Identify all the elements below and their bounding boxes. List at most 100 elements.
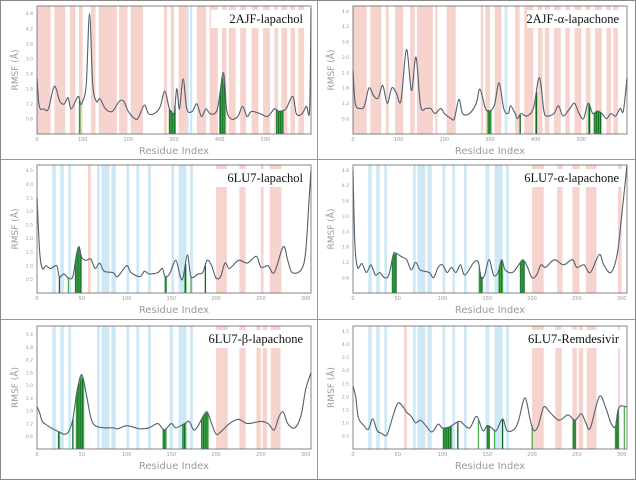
contact-bar — [75, 395, 78, 449]
y-tick-label: 4.8 — [342, 168, 349, 174]
y-axis-label: RMSF (Å) — [325, 209, 337, 250]
strand-band — [485, 326, 490, 449]
helix-band — [435, 6, 438, 134]
helix-band — [572, 326, 577, 449]
helix-band — [446, 6, 456, 134]
y-tick-label: 4.2 — [342, 24, 349, 30]
contact-bar — [488, 110, 490, 134]
y-tick-label: 1.8 — [342, 86, 349, 92]
y-tick-label: 3.0 — [342, 214, 349, 220]
contact-bar — [446, 427, 448, 449]
plot-frame — [36, 164, 312, 294]
contact-bar — [76, 252, 78, 293]
strand-band — [506, 165, 509, 293]
contact-bar — [204, 414, 207, 449]
strand-band — [148, 326, 151, 449]
contact-bar — [445, 427, 447, 449]
rmsf-line — [36, 8, 312, 121]
helix-band — [209, 6, 218, 134]
contact-bar — [78, 246, 80, 293]
rmsf-line — [352, 386, 628, 437]
contact-bar — [501, 259, 503, 293]
contact-bar — [219, 94, 221, 134]
contact-bar — [221, 78, 224, 134]
helix-band — [555, 326, 562, 449]
contact-bar — [487, 109, 489, 134]
strand-band — [52, 165, 56, 293]
divider — [317, 1, 318, 479]
contact-bar — [205, 412, 207, 449]
helix-band — [565, 6, 570, 134]
x-tick-label: 300 — [617, 296, 627, 302]
x-tick-label: 0 — [351, 137, 354, 143]
contact-bar — [220, 83, 223, 134]
contact-bar — [67, 278, 70, 293]
x-tick-label: 200 — [527, 452, 537, 458]
contact-bar — [486, 425, 489, 449]
contact-bar — [490, 109, 492, 134]
x-tick-label: 250 — [572, 452, 582, 458]
y-tick-label: 4.5 — [342, 329, 349, 335]
contact-bar — [588, 104, 590, 134]
y-tick-label: 4.0 — [26, 182, 33, 188]
chart-svg: 0 50 100 150 200 250 300 0.6 1.2 1.8 2.4 3.0 3.6 4.2 4… — [9, 325, 312, 472]
y-tick-label: 3.0 — [26, 56, 33, 62]
helix-band — [270, 326, 281, 449]
y-tick-label: 4.0 — [342, 342, 349, 348]
strand-band — [412, 165, 416, 293]
y-tick-label: 4.8 — [342, 9, 349, 15]
x-tick-label: 300 — [485, 137, 495, 143]
contact-bar — [448, 426, 450, 449]
helix-band — [537, 6, 543, 134]
helix-band — [586, 326, 597, 449]
contact-bar — [185, 423, 187, 449]
strand-band — [148, 165, 151, 293]
x-tick-label: 0 — [351, 296, 354, 302]
x-tick-label: 50 — [395, 452, 401, 458]
contact-bar — [481, 277, 483, 293]
x-tick-label: 150 — [483, 452, 493, 458]
strand-band — [186, 6, 189, 134]
helix-band — [585, 165, 597, 293]
strand-band — [427, 326, 432, 449]
panel-6lu7-remdesivir: 0 50 100 150 200 250 300 0.5 1.0 1.5 2.0 2.5 3.0 3.5 4… — [317, 319, 635, 479]
helix-band — [353, 6, 367, 134]
helix-band — [595, 6, 602, 134]
strand-band — [101, 326, 110, 449]
contact-bar — [519, 262, 522, 293]
y-tick-label: 3.0 — [26, 383, 33, 389]
helix-band — [79, 6, 83, 134]
helix-band — [274, 6, 279, 134]
contact-bar — [277, 111, 280, 134]
panel-6lu7-beta-lapachone: 0 50 100 150 200 250 300 0.6 1.2 1.8 2.4 3.0 3.6 4.2 4… — [1, 319, 319, 479]
strand-band — [178, 165, 187, 293]
y-tick-label: 0.5 — [26, 277, 33, 283]
panel-2ajf-alpha-lapachone: 0 100 200 300 400 500 0.6 1.2 1.8 2.4 3.0 3.6 4.2 4.8… — [317, 1, 635, 161]
strand-band — [96, 165, 100, 293]
helix-band — [216, 165, 227, 293]
strand-band — [171, 165, 174, 293]
x-axis-label: Residue Index — [455, 146, 525, 157]
y-tick-label: 0.6 — [342, 116, 349, 122]
x-tick-label: 50 — [79, 452, 85, 458]
y-tick-label: 3.0 — [342, 368, 349, 374]
contact-bar — [498, 269, 500, 293]
contact-bar — [393, 254, 395, 293]
helix-band — [170, 6, 174, 134]
divider — [1, 159, 635, 160]
x-axis-label: Residue Index — [139, 461, 209, 472]
y-tick-label: 1.2 — [342, 101, 349, 107]
y-tick-label: 1.5 — [26, 250, 33, 256]
x-tick-label: 200 — [440, 137, 450, 143]
contact-bar — [499, 266, 501, 293]
contact-bar — [449, 426, 451, 449]
y-tick-label: 0.6 — [342, 275, 349, 281]
contact-bar — [206, 411, 208, 449]
contact-bar — [79, 102, 81, 134]
helix-band — [557, 165, 563, 293]
plot-frame — [352, 325, 628, 450]
y-tick-label: 4.8 — [26, 345, 33, 351]
contact-bar — [184, 423, 186, 449]
helix-band — [395, 6, 404, 134]
contact-bar — [500, 262, 502, 293]
